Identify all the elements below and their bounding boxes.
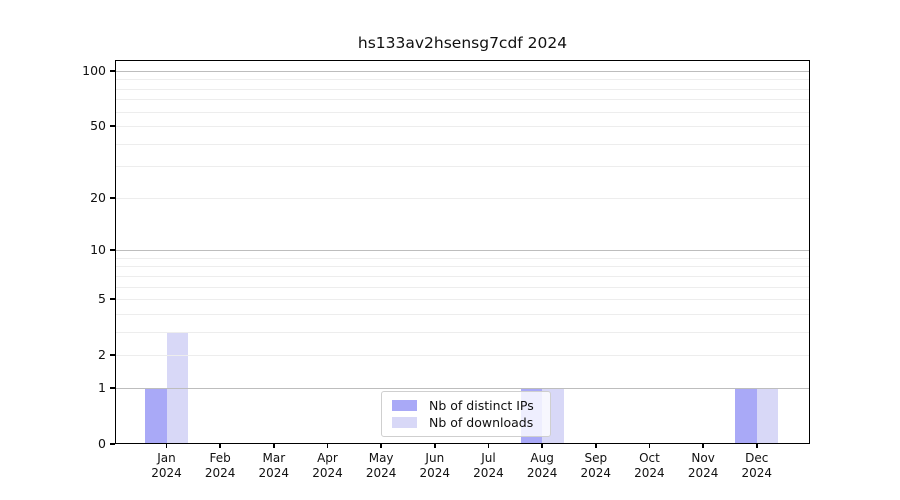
plot-area [115, 60, 810, 444]
legend: Nb of distinct IPs Nb of downloads [381, 391, 551, 437]
y-tick-mark [110, 443, 115, 445]
x-tick-label: Feb 2024 [204, 451, 236, 480]
y-tick-label: 50 [90, 118, 106, 134]
x-tick-label: Aug 2024 [526, 451, 558, 480]
x-tick-label: Apr 2024 [312, 451, 343, 480]
gridline-minor [116, 166, 809, 168]
bar-distinct-ips-dec [735, 387, 757, 443]
y-tick-mark [110, 249, 115, 251]
x-tick-label: Mar 2024 [258, 451, 290, 480]
legend-swatch-downloads-icon [392, 417, 417, 428]
x-tick-label: Dec 2024 [741, 451, 773, 480]
gridline-minor [116, 257, 809, 259]
x-tick-label: Sep 2024 [580, 451, 612, 480]
gridline-minor [116, 286, 809, 288]
gridline-minor [116, 266, 809, 268]
x-tick-mark [541, 444, 543, 448]
gridline-minor [116, 99, 809, 101]
y-tick-mark [110, 298, 115, 300]
x-tick-mark [702, 444, 704, 448]
gridline-minor [116, 111, 809, 113]
y-tick-label: 5 [98, 291, 106, 307]
gridline-minor [116, 299, 809, 301]
gridline-major [116, 387, 809, 389]
x-tick-label: Jan 2024 [151, 451, 182, 480]
y-tick-label: 0 [98, 436, 106, 451]
gridline-major [116, 71, 809, 72]
y-tick-label: 1 [98, 379, 106, 395]
gridline-minor [116, 126, 809, 128]
x-tick-label: Nov 2024 [687, 451, 719, 480]
chart-title: hs133av2hsensg7cdf 2024 [357, 34, 568, 52]
y-tick-mark [110, 125, 115, 127]
y-tick-mark [110, 197, 115, 199]
x-tick-label: Jun 2024 [419, 451, 451, 480]
y-tick-mark [110, 70, 115, 72]
x-tick-label: May 2024 [365, 451, 397, 480]
x-tick-mark [434, 444, 436, 448]
legend-label-distinct-ips: Nb of distinct IPs [429, 398, 534, 413]
x-tick-mark [326, 444, 329, 448]
y-tick-mark [110, 387, 115, 389]
gridline-minor [116, 79, 809, 81]
gridline-minor [116, 197, 809, 199]
x-tick-mark [219, 444, 221, 448]
x-tick-mark [165, 444, 168, 448]
x-tick-mark [380, 444, 382, 448]
legend-item-downloads: Nb of downloads [390, 415, 542, 431]
gridline-minor [116, 143, 809, 145]
y-tick-mark [110, 354, 115, 356]
x-tick-label: Jul 2024 [473, 451, 504, 480]
x-tick-label: Oct 2024 [634, 451, 665, 480]
legend-swatch-distinct-ips-icon [392, 400, 417, 411]
x-tick-mark [487, 444, 490, 448]
gridline-major [116, 250, 809, 252]
x-tick-mark [273, 444, 275, 448]
legend-item-distinct-ips: Nb of distinct IPs [390, 398, 542, 414]
y-tick-label: 20 [90, 189, 106, 205]
gridline-minor [116, 88, 809, 90]
y-tick-label: 100 [82, 63, 106, 78]
y-tick-label: 2 [98, 347, 106, 363]
gridline-minor [116, 331, 809, 333]
x-tick-mark [756, 444, 758, 448]
x-tick-mark [595, 444, 597, 448]
bar-distinct-ips-jan [145, 387, 167, 443]
x-tick-mark [648, 444, 651, 448]
legend-label-downloads: Nb of downloads [429, 415, 534, 430]
gridline-minor [116, 275, 809, 277]
bar-downloads-jan [166, 331, 188, 443]
gridline-minor [116, 313, 809, 315]
gridline-minor [116, 355, 809, 357]
y-tick-label: 10 [90, 242, 106, 258]
bar-downloads-dec [756, 387, 779, 443]
